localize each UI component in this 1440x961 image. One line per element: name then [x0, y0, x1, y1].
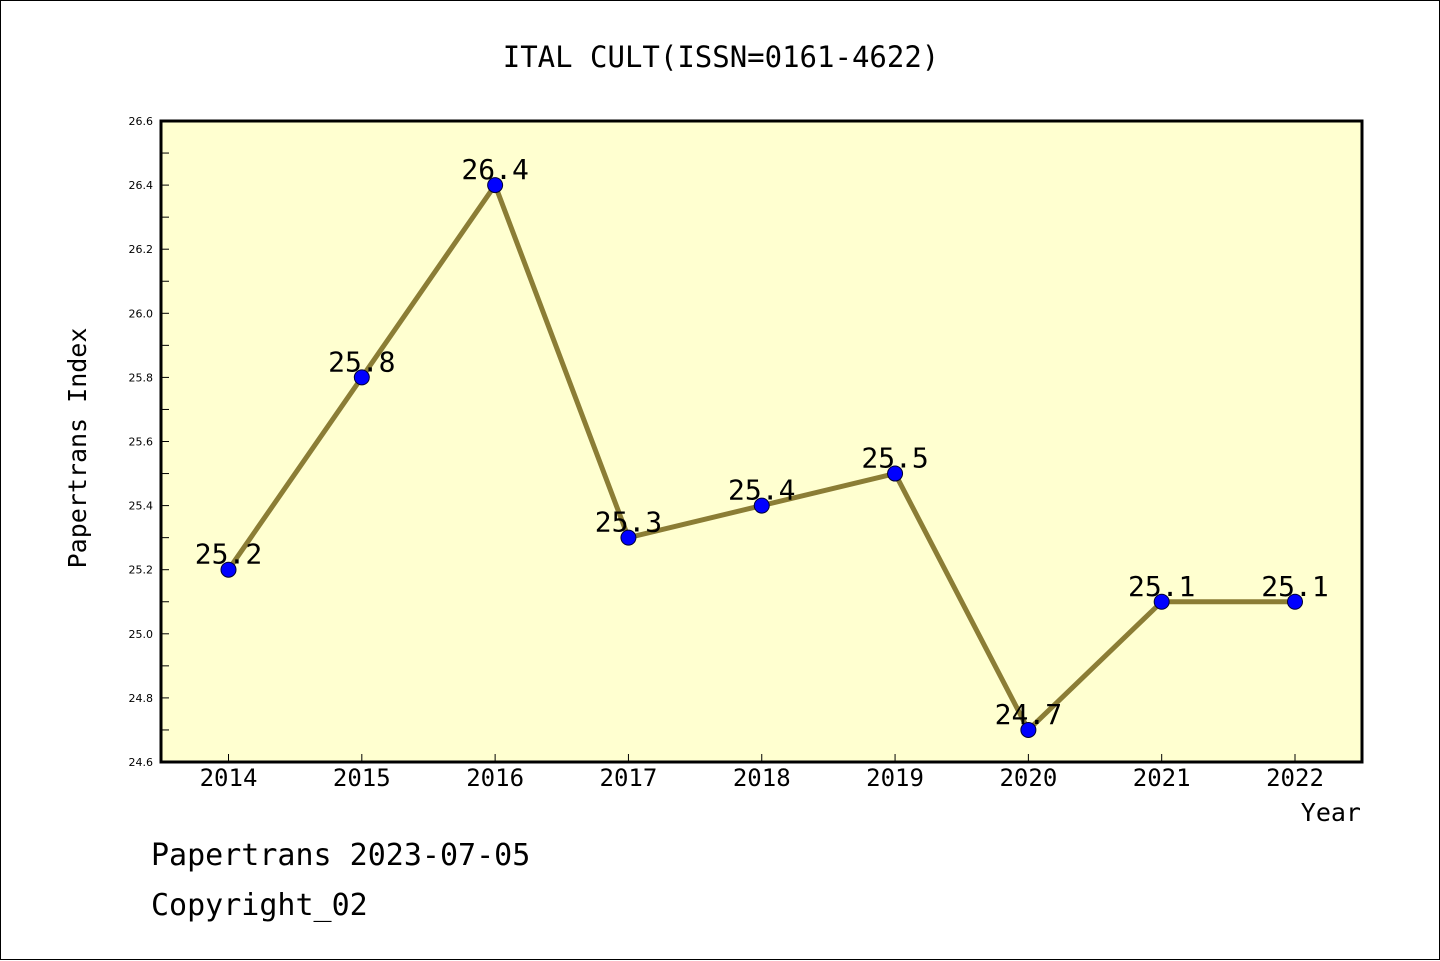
data-label: 25.1	[1261, 570, 1328, 603]
data-label: 25.1	[1128, 570, 1195, 603]
source-date-text: Papertrans 2023-07-05	[151, 838, 530, 873]
data-label: 25.2	[195, 538, 262, 571]
y-tick-label: 24.8	[129, 692, 154, 705]
data-point	[620, 529, 637, 546]
x-tick-label: 2018	[733, 764, 791, 792]
data-point	[753, 497, 770, 514]
y-tick-label: 26.4	[129, 179, 154, 192]
y-axis-label: Papertrans Index	[63, 328, 92, 569]
y-tick-label: 26.2	[129, 243, 154, 256]
y-tick-label: 24.6	[129, 756, 154, 769]
y-tick-label: 25.2	[129, 564, 154, 577]
plot-area	[161, 121, 1362, 762]
y-axis-ticks: 24.6 24.8 25.0 25.2 25.4 25.6 25.8 26.0 26.2 26.4…	[129, 115, 169, 769]
data-point	[887, 465, 904, 482]
x-tick-label: 2016	[466, 764, 524, 792]
copyright-text: Copyright_02	[151, 888, 368, 923]
data-label: 25.5	[861, 442, 928, 475]
data-point	[1287, 593, 1303, 610]
data-point	[353, 369, 370, 386]
data-point	[1153, 593, 1170, 610]
data-point	[220, 561, 237, 578]
y-tick-label: 25.6	[129, 436, 154, 449]
x-tick-label: 2022	[1266, 764, 1324, 792]
plot-border	[159, 119, 1364, 764]
y-tick-label: 25.4	[129, 500, 154, 513]
data-label: 26.4	[461, 153, 528, 186]
data-label: 25.3	[595, 506, 662, 539]
data-label: 25.4	[728, 474, 795, 507]
x-tick-label: 2015	[333, 764, 391, 792]
x-tick-label: 2021	[1133, 764, 1191, 792]
data-markers	[220, 177, 1303, 738]
chart-title: ITAL CULT(ISSN=0161-4622)	[503, 40, 940, 74]
y-tick-label: 26.6	[129, 115, 154, 128]
y-tick-label: 26.0	[129, 307, 154, 320]
x-tick-label: 2020	[999, 764, 1057, 792]
data-point	[1020, 721, 1037, 738]
x-axis-label: Year	[1301, 798, 1361, 827]
x-tick-label: 2017	[600, 764, 658, 792]
data-label: 24.7	[995, 698, 1062, 731]
data-labels: 25.2 25.8 26.4 25.3 25.4 25.5 24.7 25.1 25.1	[195, 153, 1329, 731]
y-tick-label: 25.0	[129, 628, 154, 641]
data-point	[487, 177, 504, 194]
data-label: 25.8	[328, 345, 395, 378]
x-axis-ticks: 2014 2015 2016 2017 2018 2019 2020 2021 2022	[200, 754, 1324, 792]
x-tick-label: 2019	[866, 764, 924, 792]
x-tick-label: 2014	[200, 764, 258, 792]
y-tick-label: 25.8	[129, 371, 154, 384]
